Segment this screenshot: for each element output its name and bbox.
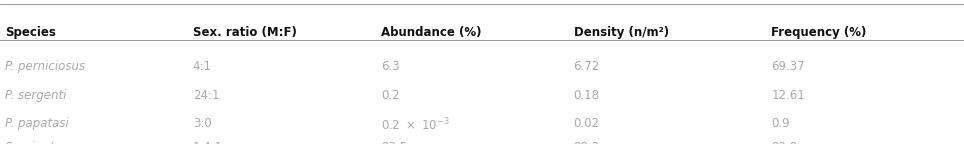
Text: Species: Species — [5, 26, 56, 39]
Text: 12.61: 12.61 — [771, 89, 805, 102]
Text: S. minuta: S. minuta — [5, 141, 62, 144]
Text: 93.5: 93.5 — [381, 141, 407, 144]
Text: 1.4:1: 1.4:1 — [193, 141, 223, 144]
Text: P. papatasi: P. papatasi — [5, 117, 68, 130]
Text: 6.72: 6.72 — [574, 60, 600, 73]
Text: $0.2\ \times\ 10^{-3}$: $0.2\ \times\ 10^{-3}$ — [381, 117, 449, 133]
Text: 0.18: 0.18 — [574, 89, 600, 102]
Text: 69.37: 69.37 — [771, 60, 805, 73]
Text: 24:1: 24:1 — [193, 89, 219, 102]
Text: P. perniciosus: P. perniciosus — [5, 60, 85, 73]
Text: 6.3: 6.3 — [381, 60, 399, 73]
Text: 99.3: 99.3 — [574, 141, 600, 144]
Text: 0.2: 0.2 — [381, 89, 399, 102]
Text: 0.02: 0.02 — [574, 117, 600, 130]
Text: 3:0: 3:0 — [193, 117, 211, 130]
Text: Frequency (%): Frequency (%) — [771, 26, 867, 39]
Text: P. sergenti: P. sergenti — [5, 89, 67, 102]
Text: Abundance (%): Abundance (%) — [381, 26, 481, 39]
Text: 4:1: 4:1 — [193, 60, 212, 73]
Text: 92.8: 92.8 — [771, 141, 797, 144]
Text: Density (n/m²): Density (n/m²) — [574, 26, 669, 39]
Text: 0.9: 0.9 — [771, 117, 790, 130]
Text: Sex. ratio (M:F): Sex. ratio (M:F) — [193, 26, 297, 39]
